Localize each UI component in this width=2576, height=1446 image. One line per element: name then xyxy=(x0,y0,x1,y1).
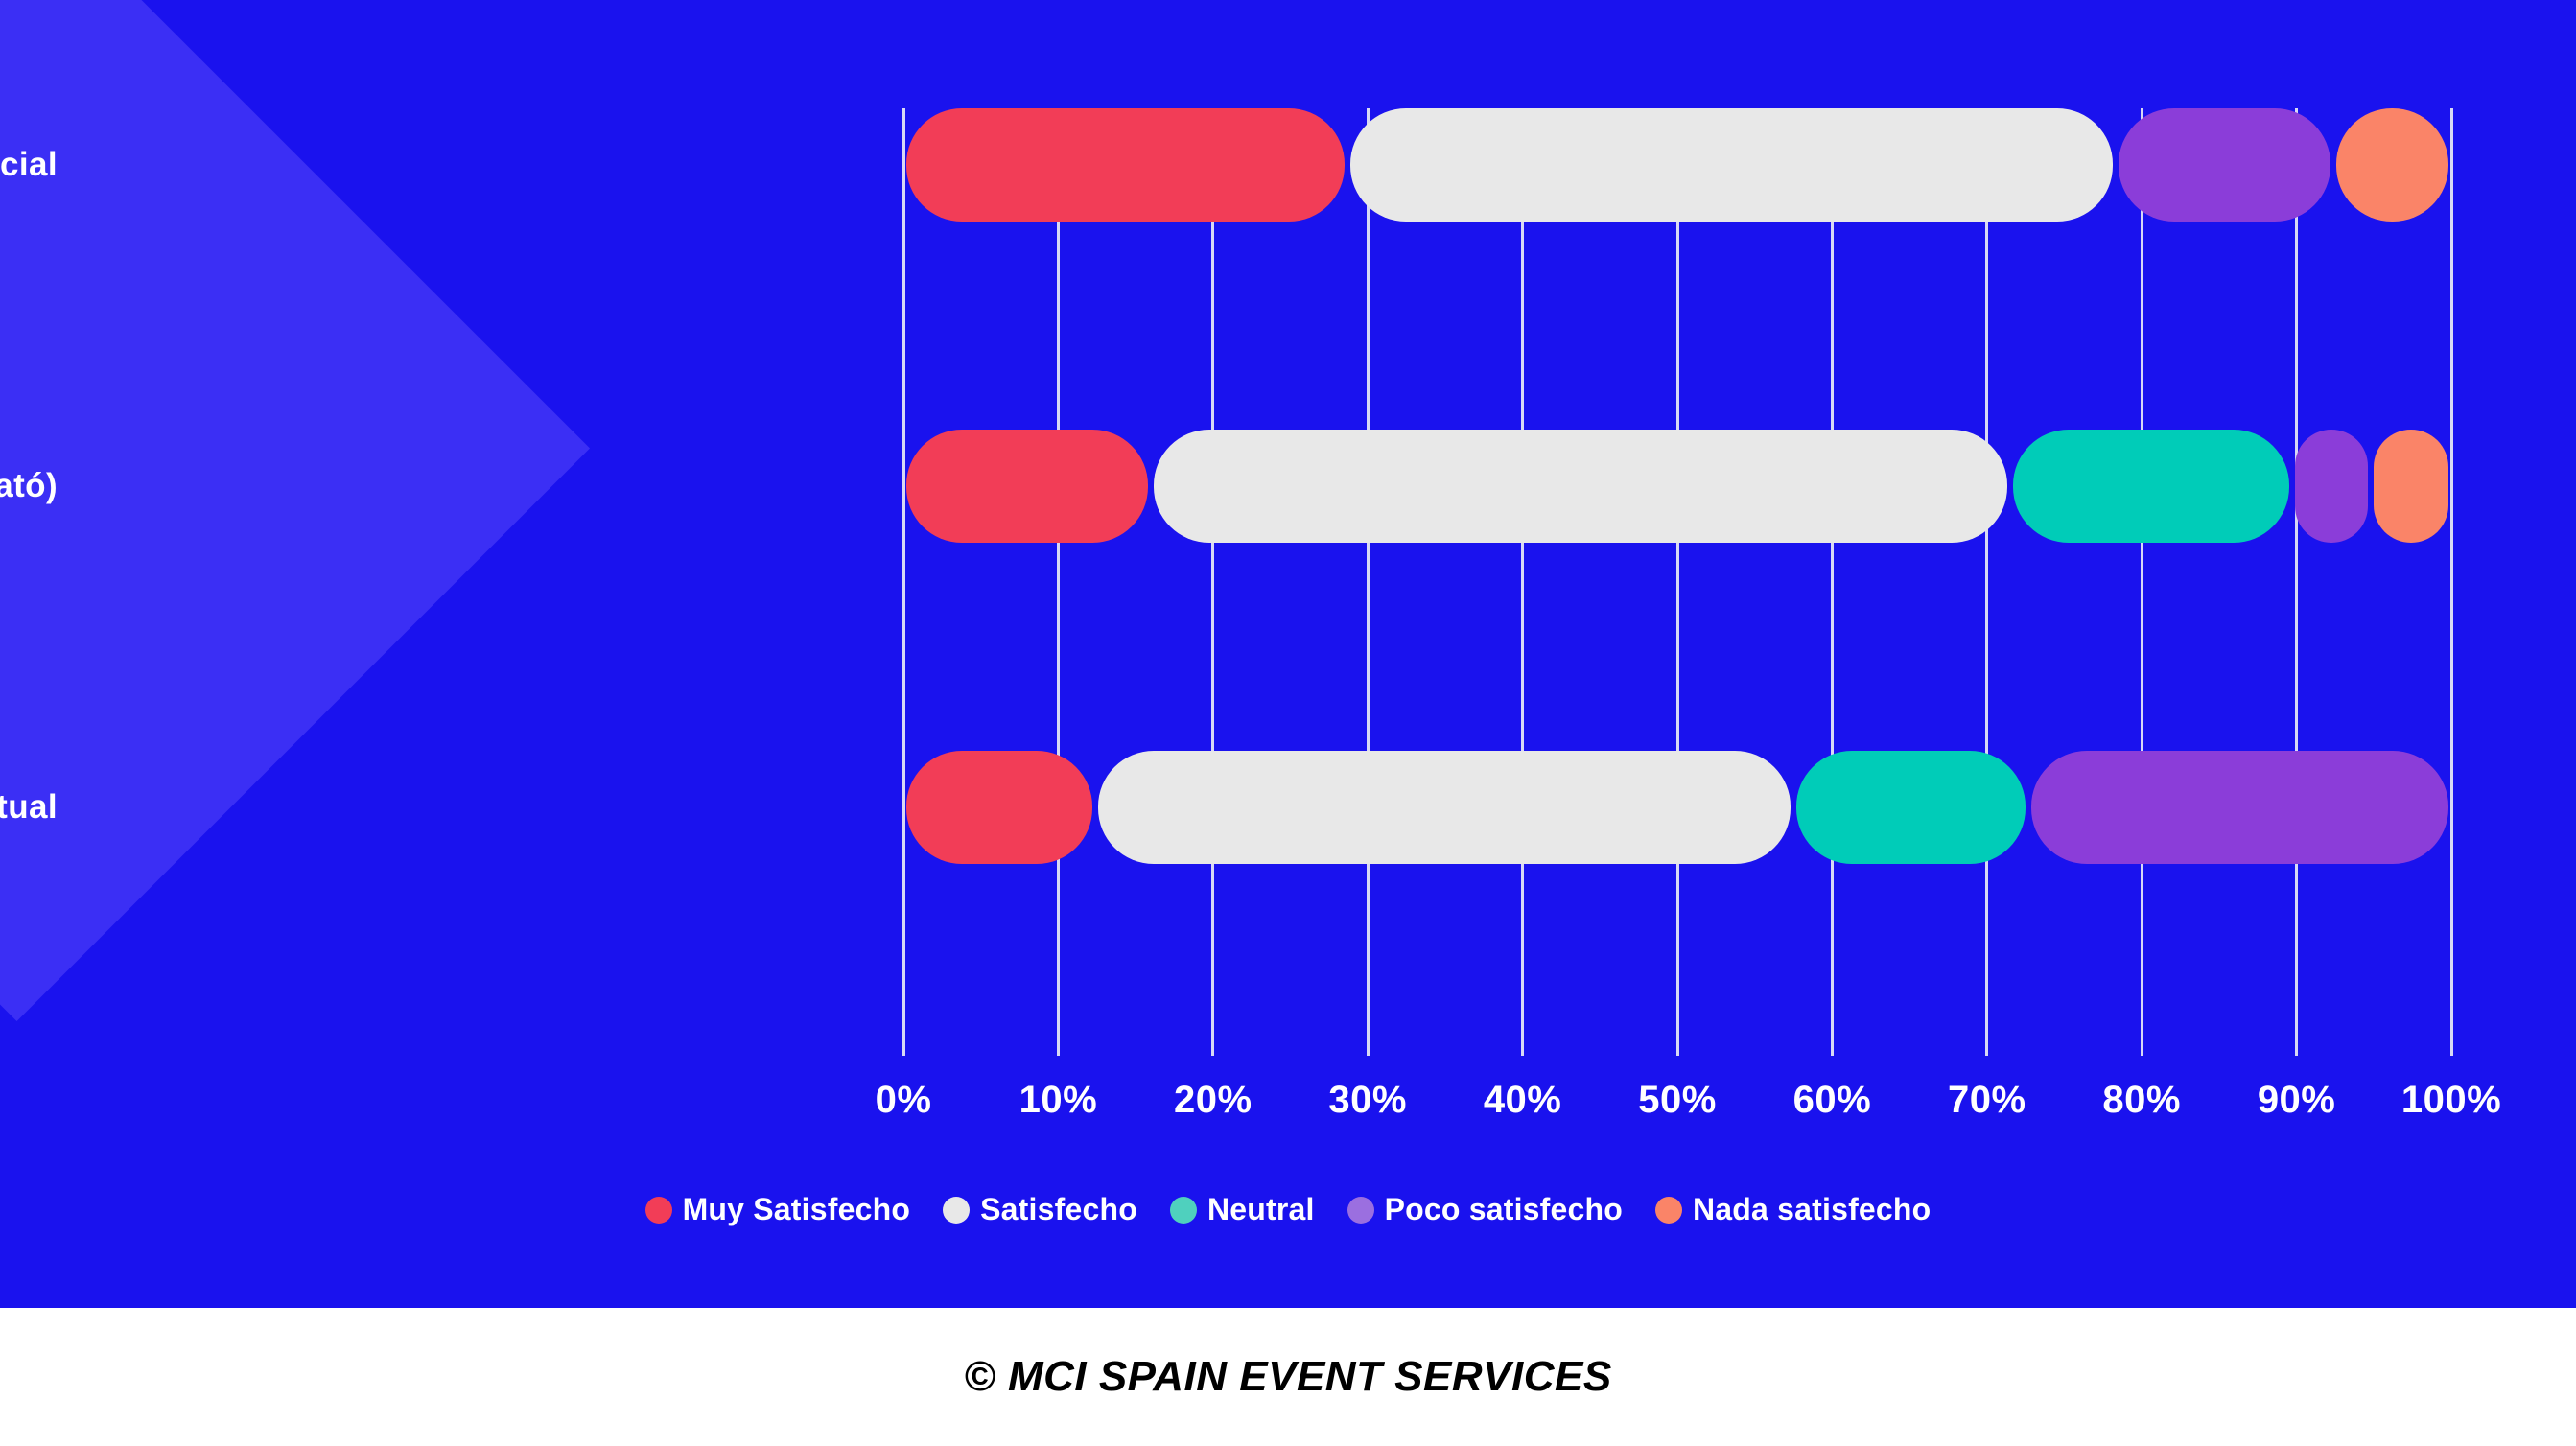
legend-label-0: Muy Satisfecho xyxy=(682,1192,911,1226)
x-tick-10: 10% xyxy=(1019,1079,1098,1121)
gridline-60 xyxy=(1830,108,1834,1056)
decorative-diamond-shape xyxy=(0,0,591,1022)
chart-legend: Muy Satisfecho Satisfecho Neutral Poco sati… xyxy=(0,1192,2576,1227)
legend-item-1[interactable]: Satisfecho xyxy=(943,1192,1137,1227)
category-label-hibrido-con-publico: Híbrido con público presencial xyxy=(0,146,58,183)
gridline-20 xyxy=(1211,108,1215,1056)
gridline-10 xyxy=(1056,108,1060,1056)
x-tick-100: 100% xyxy=(2400,1079,2502,1121)
bar-segment-hibrido-sin-publico-0 xyxy=(906,430,1149,543)
gridline-0 xyxy=(902,108,905,1056)
bar-segment-hibrido-con-publico-3 xyxy=(2118,108,2331,222)
bar-segment-virtual-3 xyxy=(2031,751,2448,864)
legend-label-1: Satisfecho xyxy=(980,1192,1137,1226)
bar-row-hibrido-sin-publico xyxy=(903,430,2451,543)
x-tick-60: 60% xyxy=(1792,1079,1872,1121)
x-axis-tick-labels: 0% 10% 20% 30% 40% 50% 60% 70% 80% 90% 100% xyxy=(876,1079,2501,1136)
bar-segment-hibrido-sin-publico-1 xyxy=(1154,430,2007,543)
bar-segment-virtual-2 xyxy=(1796,751,2026,864)
legend-label-4: Nada satisfecho xyxy=(1693,1192,1932,1226)
bar-segment-virtual-1 xyxy=(1098,751,1791,864)
bar-segment-hibrido-con-publico-1 xyxy=(1350,108,2113,222)
legend-label-2: Neutral xyxy=(1206,1192,1315,1226)
x-tick-20: 20% xyxy=(1174,1079,1253,1121)
legend-swatch-icon-2 xyxy=(1169,1196,1197,1224)
copyright-credit: © MCI SPAIN EVENT SERVICES xyxy=(964,1353,1612,1400)
chart-panel: Híbrido con público presencial Híbrido s… xyxy=(0,0,2576,1308)
footer-bar: © MCI SPAIN EVENT SERVICES xyxy=(0,1308,2576,1446)
x-tick-40: 40% xyxy=(1483,1079,1562,1121)
bar-segment-hibrido-sin-publico-4 xyxy=(2374,430,2448,543)
legend-swatch-icon-0 xyxy=(644,1196,672,1224)
legend-swatch-icon-1 xyxy=(943,1196,971,1224)
gridline-80 xyxy=(2140,108,2143,1056)
bar-segment-hibrido-sin-publico-2 xyxy=(2013,430,2289,543)
bar-row-virtual xyxy=(903,751,2451,864)
bar-row-hibrido-con-publico xyxy=(903,108,2451,222)
x-tick-90: 90% xyxy=(2257,1079,2336,1121)
gridline-90 xyxy=(2295,108,2299,1056)
bar-segment-hibrido-sin-publico-3 xyxy=(2294,430,2369,543)
legend-item-3[interactable]: Poco satisfecho xyxy=(1347,1192,1623,1227)
gridline-70 xyxy=(1985,108,1989,1056)
legend-item-2[interactable]: Neutral xyxy=(1169,1192,1315,1227)
gridline-50 xyxy=(1675,108,1679,1056)
category-label-virtual: Virtual xyxy=(0,788,58,826)
bar-segment-virtual-0 xyxy=(906,751,1093,864)
x-tick-80: 80% xyxy=(2102,1079,2181,1121)
plot-area xyxy=(902,108,2453,1056)
legend-item-4[interactable]: Nada satisfecho xyxy=(1655,1192,1931,1227)
legend-swatch-icon-4 xyxy=(1655,1196,1682,1224)
x-tick-30: 30% xyxy=(1328,1079,1407,1121)
bar-segment-hibrido-con-publico-4 xyxy=(2336,108,2448,222)
x-tick-70: 70% xyxy=(1948,1079,2026,1121)
gridline-100 xyxy=(2449,108,2453,1056)
legend-swatch-icon-3 xyxy=(1347,1196,1374,1224)
gridline-40 xyxy=(1521,108,1525,1056)
category-label-hibrido-sin-publico: Híbrido sin público presencial (En plató… xyxy=(0,467,58,504)
bar-segment-hibrido-con-publico-0 xyxy=(906,108,1346,222)
gridline-30 xyxy=(1366,108,1370,1056)
legend-label-3: Poco satisfecho xyxy=(1384,1192,1623,1226)
legend-item-0[interactable]: Muy Satisfecho xyxy=(644,1192,911,1227)
x-tick-0: 0% xyxy=(875,1079,932,1121)
x-tick-50: 50% xyxy=(1638,1079,1717,1121)
